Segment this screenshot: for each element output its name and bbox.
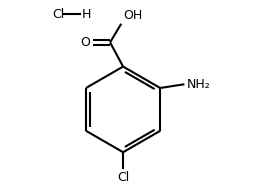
Text: OH: OH [123, 9, 142, 22]
Text: NH₂: NH₂ [186, 78, 210, 91]
Text: O: O [81, 36, 91, 49]
Text: H: H [82, 8, 92, 21]
Text: Cl: Cl [117, 171, 129, 184]
Text: Cl: Cl [52, 8, 65, 21]
